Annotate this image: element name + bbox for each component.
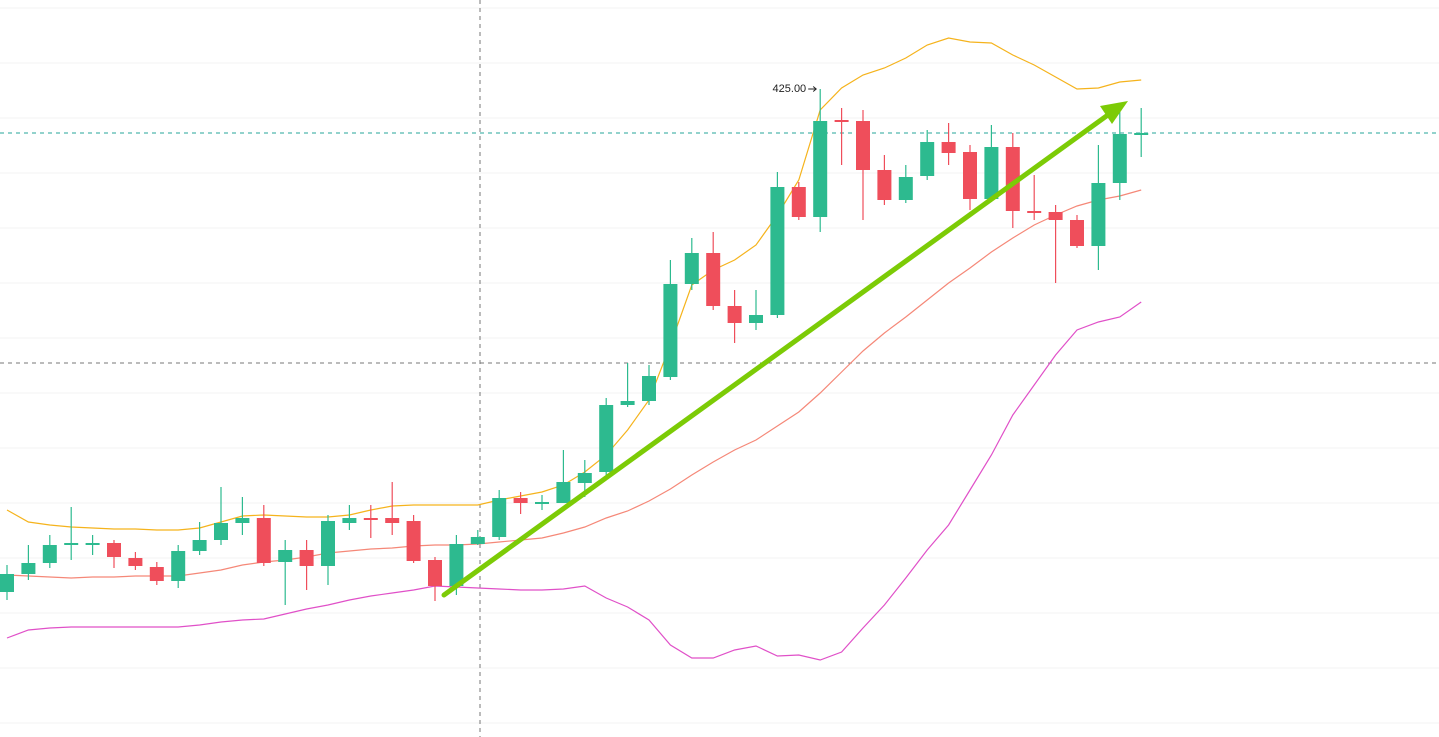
candle-body	[1048, 212, 1063, 220]
candle-body	[1112, 134, 1127, 183]
annotation-arrow	[808, 86, 817, 92]
candle-body	[1005, 147, 1020, 211]
candle-body	[1027, 211, 1042, 213]
candle-body	[706, 253, 721, 306]
candle-body	[149, 567, 164, 581]
candle-body	[535, 502, 549, 504]
candle-body	[920, 142, 935, 176]
candle-body	[1070, 220, 1084, 246]
candle-body	[342, 518, 357, 523]
candle-body	[856, 121, 870, 170]
candle-body	[128, 558, 143, 566]
candle-body	[214, 523, 228, 540]
candle-body	[770, 187, 785, 315]
candle-body	[727, 306, 742, 323]
candle-body	[406, 521, 421, 561]
candle-body	[556, 482, 571, 503]
candle-body	[963, 152, 977, 199]
candle-body	[321, 521, 335, 566]
plot-area: 425.00	[0, 37, 1149, 661]
candle-body	[470, 537, 485, 544]
candle-body	[363, 518, 378, 520]
candle-body	[1134, 133, 1149, 135]
candle-body	[642, 376, 656, 401]
candle-body	[299, 550, 314, 566]
candle-body	[0, 574, 14, 592]
candle-body	[42, 545, 57, 563]
candle-body	[235, 518, 250, 523]
candle-body	[385, 518, 400, 523]
candle-body	[663, 284, 678, 377]
candle-body	[877, 170, 892, 200]
candle-body	[85, 543, 100, 545]
candle-body	[513, 498, 528, 503]
candle-body	[428, 560, 442, 586]
background-grid	[0, 7, 1439, 724]
annotation-label: 425.00	[773, 83, 807, 95]
candle-body	[941, 142, 956, 153]
candle-body	[898, 177, 913, 200]
candle-body	[192, 540, 207, 551]
trend-arrow	[441, 101, 1128, 598]
candle-body	[749, 315, 763, 323]
candle-body	[577, 473, 592, 483]
candle-body	[834, 120, 849, 122]
candle-body	[171, 551, 186, 581]
band-line	[6, 37, 1142, 531]
candle-body	[984, 147, 999, 199]
candle-body	[684, 253, 699, 284]
band-line	[6, 189, 1142, 579]
candle-body	[256, 518, 271, 563]
candle-body	[492, 498, 507, 537]
candle-body	[64, 543, 79, 545]
candle-body	[449, 544, 464, 586]
candle-body	[813, 121, 828, 217]
candle-body	[1091, 183, 1106, 246]
candle-body	[791, 187, 806, 217]
candle-body	[278, 550, 293, 562]
candle-body	[21, 563, 36, 574]
band-line	[6, 301, 1142, 661]
candle-body	[599, 405, 614, 472]
candle-body	[620, 401, 635, 405]
candle-body	[107, 543, 121, 557]
